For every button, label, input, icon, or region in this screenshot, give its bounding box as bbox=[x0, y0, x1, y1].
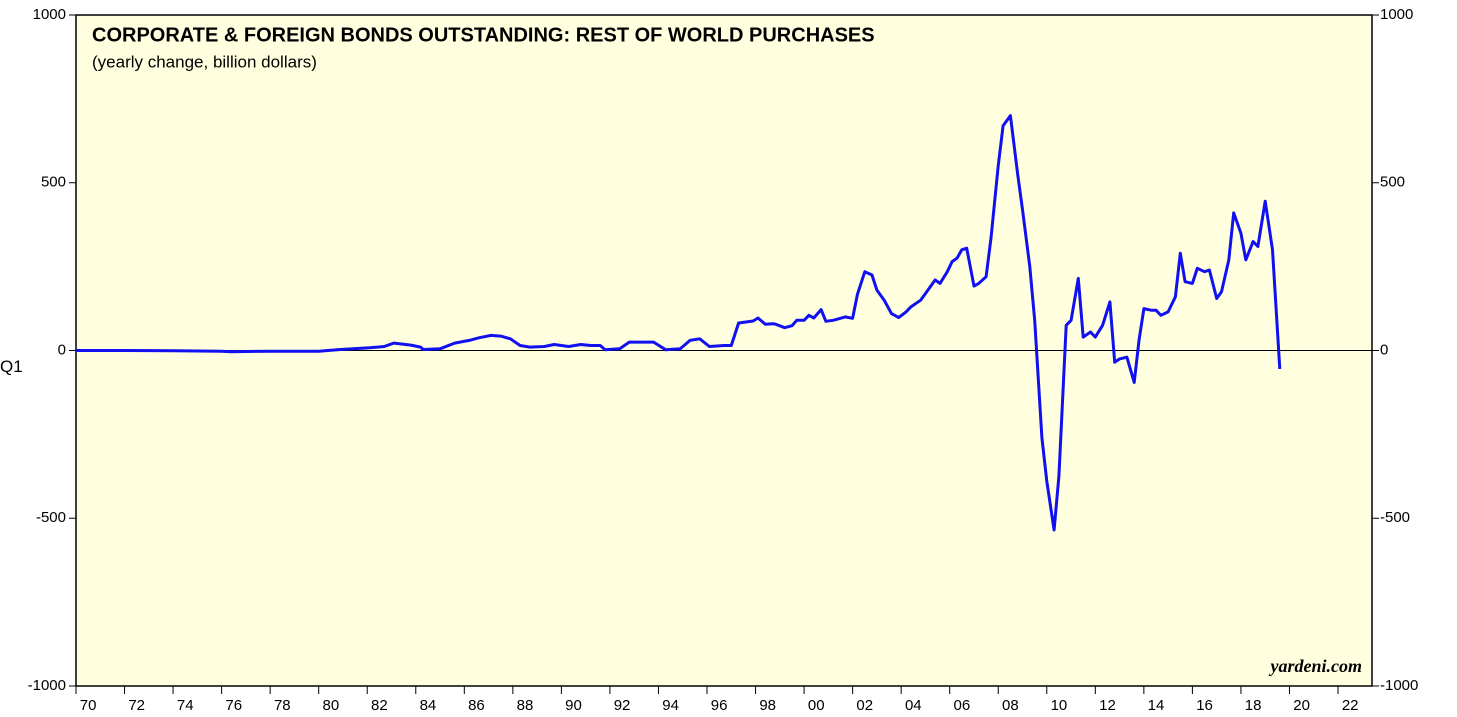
source: yardeni.com bbox=[1269, 656, 1363, 676]
x-tick-label: 70 bbox=[80, 697, 97, 714]
x-tick-label: 82 bbox=[371, 697, 388, 714]
x-tick-label: 08 bbox=[1002, 697, 1019, 714]
x-tick-label: 90 bbox=[565, 697, 582, 714]
x-tick-label: 20 bbox=[1293, 697, 1310, 714]
y-tick-label: -500 bbox=[36, 509, 66, 526]
y2-tick-label: -1000 bbox=[1380, 677, 1418, 694]
x-tick-label: 92 bbox=[614, 697, 631, 714]
chart-subtitle: (yearly change, billion dollars) bbox=[92, 52, 317, 71]
x-tick-label: 18 bbox=[1245, 697, 1262, 714]
x-tick-label: 74 bbox=[177, 697, 194, 714]
y-tick-label: 1000 bbox=[33, 6, 66, 23]
y2-tick-label: 1000 bbox=[1380, 6, 1413, 23]
x-tick-label: 16 bbox=[1196, 697, 1213, 714]
y-tick-label: 500 bbox=[41, 174, 66, 191]
y2-tick-label: 500 bbox=[1380, 174, 1405, 191]
x-tick-label: 94 bbox=[662, 697, 679, 714]
x-tick-label: 04 bbox=[905, 697, 922, 714]
x-tick-label: 06 bbox=[953, 697, 970, 714]
x-tick-label: 12 bbox=[1099, 697, 1116, 714]
x-tick-label: 88 bbox=[517, 697, 534, 714]
annotation: Q1 bbox=[0, 357, 23, 376]
x-tick-label: 96 bbox=[711, 697, 728, 714]
x-tick-label: 86 bbox=[468, 697, 485, 714]
x-tick-label: 98 bbox=[759, 697, 776, 714]
x-tick-label: 80 bbox=[322, 697, 339, 714]
y-tick-label: -1000 bbox=[28, 677, 66, 694]
x-tick-label: 22 bbox=[1342, 697, 1359, 714]
x-tick-label: 84 bbox=[420, 697, 437, 714]
chart-title: CORPORATE & FOREIGN BONDS OUTSTANDING: R… bbox=[92, 24, 875, 46]
x-tick-label: 78 bbox=[274, 697, 291, 714]
data-line bbox=[76, 114, 1282, 532]
x-tick-label: 00 bbox=[808, 697, 825, 714]
y2-tick-label: 0 bbox=[1380, 341, 1388, 358]
x-tick-label: 10 bbox=[1051, 697, 1068, 714]
x-tick-label: 72 bbox=[128, 697, 145, 714]
x-tick-label: 76 bbox=[225, 697, 242, 714]
y2-tick-label: -500 bbox=[1380, 509, 1410, 526]
x-tick-label: 02 bbox=[856, 697, 873, 714]
x-tick-label: 14 bbox=[1148, 697, 1165, 714]
y-tick-label: 0 bbox=[58, 341, 66, 358]
